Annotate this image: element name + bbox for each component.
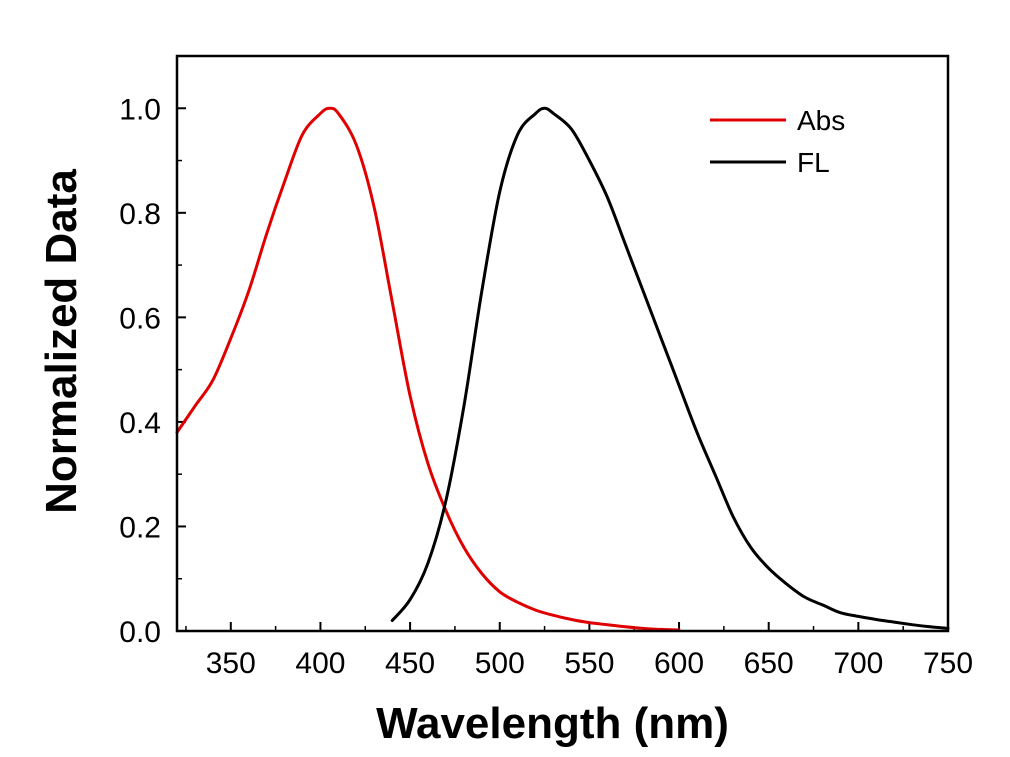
y-axis-title: Normalized Data: [37, 169, 86, 514]
x-tick-label: 400: [295, 647, 345, 680]
x-axis-title: Wavelength (nm): [376, 699, 729, 748]
y-tick-label: 0.2: [119, 511, 161, 544]
y-tick-label: 0.0: [119, 616, 161, 649]
y-tick-label: 1.0: [119, 93, 161, 126]
legend-label-abs: Abs: [797, 105, 845, 136]
y-tick-label: 0.4: [119, 407, 161, 440]
plot-frame: [175, 54, 950, 633]
x-tick-label: 450: [385, 647, 435, 680]
y-tick-label: 0.6: [119, 302, 161, 335]
series-layer: [175, 106, 950, 632]
series-line-fl: [390, 106, 950, 630]
legend: Abs FL: [710, 105, 845, 178]
x-tick-label: 700: [833, 647, 883, 680]
x-tick-label: 500: [475, 647, 525, 680]
y-tick-label: 0.8: [119, 198, 161, 231]
legend-label-fl: FL: [797, 147, 830, 178]
ticks-layer: 350 400 450 500 550 600 650 700 750 0.0 0.2 0.4 0.6 0…: [119, 55, 973, 680]
x-tick-label: 550: [564, 647, 614, 680]
x-tick-label: 750: [923, 647, 973, 680]
x-tick-label: 350: [206, 647, 256, 680]
series-line-abs: [175, 106, 681, 632]
x-tick-label: 650: [744, 647, 794, 680]
x-tick-label: 600: [654, 647, 704, 680]
